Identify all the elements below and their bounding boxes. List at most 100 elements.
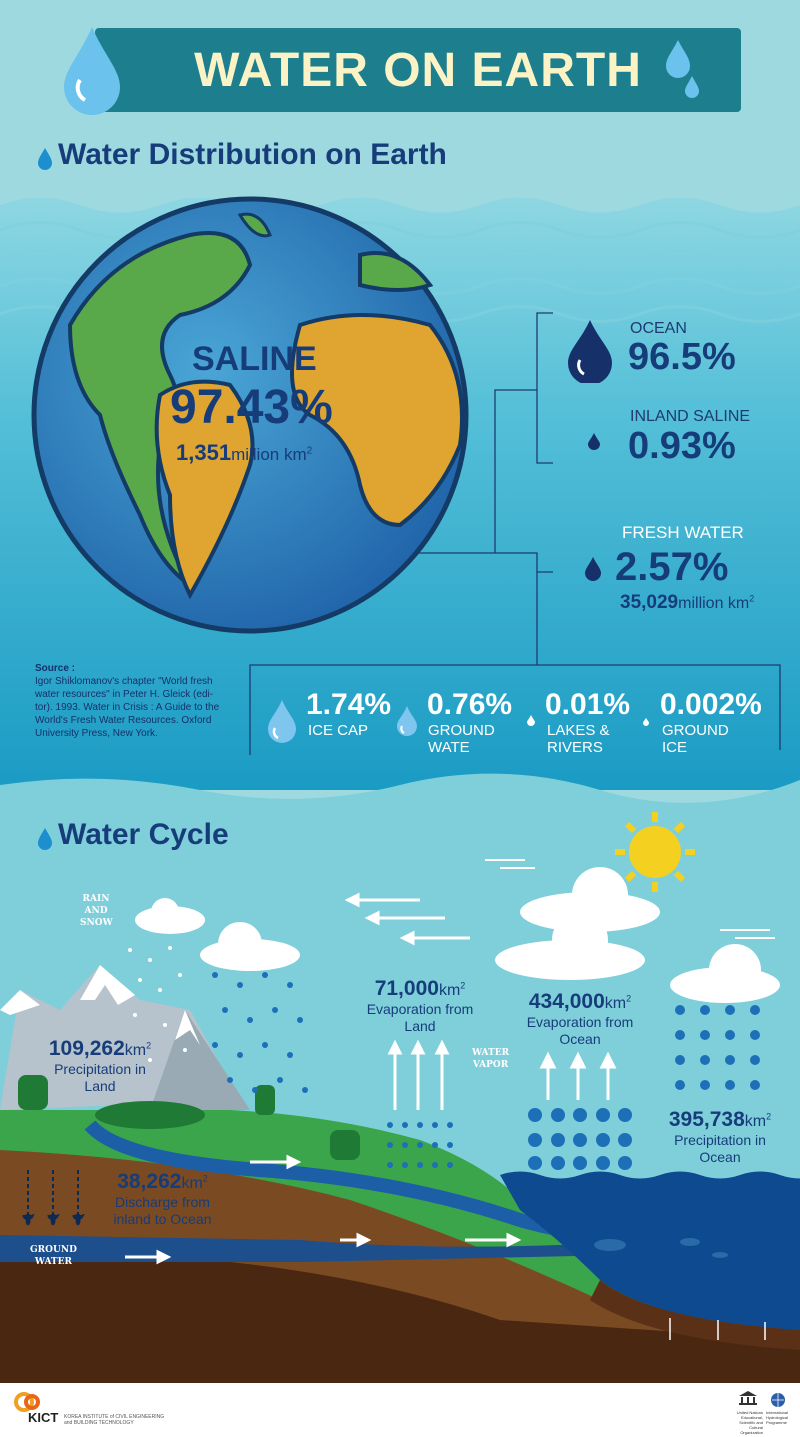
evap-ocean-desc1: Evaporation from [526,1014,634,1030]
ihp-line1: International [766,1410,789,1415]
rain-snow-line1: RAIN [82,894,110,904]
lakes-label: LAKES & RIVERS [547,722,610,756]
kict-org-line1: KOREA INSTITUTE of CIVIL ENGINEERING [64,1414,165,1420]
fresh-water-volume: 35,029million km2 [620,592,754,614]
unesco-temple-icon [739,1391,757,1405]
evap-ocean-block: 434,000km2 Evaporation from Ocean [510,990,650,1048]
ground-water-label-line1: GROUND [428,722,495,739]
page-title: WATER ON EARTH [194,43,642,97]
fresh-water-label: FRESH WATER [622,523,744,542]
ground-ice-drop-icon [643,718,649,726]
source-line: Igor Shiklomanov's chapter "World fresh [35,676,213,687]
footer [0,1383,800,1437]
fresh-volume-value: 35,029 [620,592,679,613]
saline-volume-exp: 2 [306,445,313,457]
ice-cap-percent: 1.74% [306,688,392,721]
kict-logo-icon [14,1392,40,1412]
section-drop-icon [38,148,52,170]
fresh-volume-exp: 2 [749,593,755,604]
distribution-section-title: Water Distribution on Earth [58,138,447,171]
discharge-exp: 2 [202,1173,208,1184]
ocean-drop-icon [568,320,612,383]
discharge-desc2: inland to Ocean [113,1211,212,1227]
precip-ocean-unit: km [744,1113,767,1130]
precip-land-desc2: Land [84,1078,116,1094]
precip-land-block: 109,262km2 Precipitation in Land [40,1037,160,1095]
kict-org-name: KOREA INSTITUTE of CIVIL ENGINEERING and… [64,1414,164,1426]
lakes-label-line1: LAKES & [547,722,610,739]
ground-water-drop-icon [397,706,417,736]
source-line: water resources" in Peter H. Gleick (edi… [35,689,214,700]
ihp-line2: Hydrological [766,1415,789,1420]
rain-snow-label: RAIN AND SNOW [80,893,113,929]
ice-cap-drop-icon [268,700,296,743]
source-line: World's Fresh Water Resources. Oxford [35,715,212,726]
precip-land-value: 109,262 [48,1037,125,1060]
section-drop-icon [38,828,52,850]
cycle-section-title: Water Cycle [58,818,229,851]
unesco-line3: Cultural Organization [740,1425,763,1435]
ground-ice-label-line1: GROUND [662,722,729,739]
inland-saline-label: INLAND SALINE [630,408,751,425]
precip-ocean-value: 395,738 [668,1108,745,1131]
saline-volume-unit: million km [231,445,307,464]
kict-logo-text: KICT [28,1410,59,1425]
water-vapor-line2: VAPOR [472,1060,509,1070]
unesco-text: United Nations Educational, Scientific a… [733,1410,763,1435]
ocean-percent: 96.5% [628,336,736,378]
precip-ocean-block: 395,738km2 Precipitation in Ocean [650,1108,790,1166]
rain-snow-line3: SNOW [80,918,113,928]
precip-land-exp: 2 [146,1040,152,1051]
lakes-drop-icon [527,715,535,726]
evap-ocean-unit: km [604,995,627,1012]
unesco-line1: United Nations [736,1410,763,1415]
precip-ocean-desc1: Precipitation in [674,1132,766,1148]
ground-water-flow-label: GROUND WATER [30,1244,77,1268]
evap-land-value: 71,000 [374,977,439,1000]
earth-globe-illustration [31,196,469,634]
lakes-percent: 0.01% [545,688,631,721]
fresh-water-percent: 2.57% [615,545,729,589]
evap-ocean-value: 434,000 [528,990,605,1013]
ice-cap-label: ICE CAP [308,722,369,739]
ground-water-flow-line1: GROUND [30,1245,77,1255]
kict-org-line2: and BUILDING TECHNOLOGY [64,1420,134,1426]
water-vapor-label: WATER VAPOR [472,1047,509,1071]
ground-ice-percent: 0.002% [660,688,762,721]
source-line: tor). 1993. Water in Crisis : A Guide to… [35,702,220,713]
evap-ocean-desc2: Ocean [559,1031,601,1047]
water-drops-icon [666,40,699,98]
ihp-line3: Programme [766,1420,787,1425]
saline-percent: 97.43% [170,381,333,434]
discharge-unit: km [181,1175,203,1192]
unesco-line2: Educational, Scientific and [739,1415,763,1425]
inland-saline-percent: 0.93% [628,425,736,467]
precip-land-unit: km [124,1042,147,1059]
evap-land-block: 71,000km2 Evaporation from Land [355,977,485,1035]
fresh-volume-unit: million km [678,595,750,612]
ihp-text: International Hydrological Programme [766,1410,796,1425]
title-banner [95,28,741,112]
discharge-block: 38,262km2 Discharge from inland to Ocean [105,1170,220,1228]
ground-water-label: GROUND WATE [428,722,495,756]
ihp-globe-icon [771,1393,785,1407]
precip-ocean-exp: 2 [766,1111,772,1122]
water-drop-icon [64,27,120,115]
discharge-value: 38,262 [117,1170,182,1193]
ground-ice-label: GROUND ICE [662,722,729,756]
water-vapor-line1: WATER [472,1048,510,1058]
precip-land-desc1: Precipitation in [54,1061,146,1077]
evap-ocean-exp: 2 [626,993,632,1004]
fresh-water-drop-icon [585,557,601,581]
evap-land-unit: km [438,982,461,999]
saline-volume-value: 1,351 [176,440,232,465]
ground-water-label-line2: WATE [428,739,470,756]
ground-water-percent: 0.76% [427,688,513,721]
evap-land-desc1: Evaporation from [366,1001,474,1017]
inland-saline-drop-icon [588,433,600,450]
ocean-label: OCEAN [630,320,687,337]
saline-volume: 1,351million km2 [176,440,312,466]
source-heading: Source : [35,663,76,674]
ground-ice-label-line2: ICE [662,739,688,756]
evap-land-desc2: Land [404,1018,436,1034]
